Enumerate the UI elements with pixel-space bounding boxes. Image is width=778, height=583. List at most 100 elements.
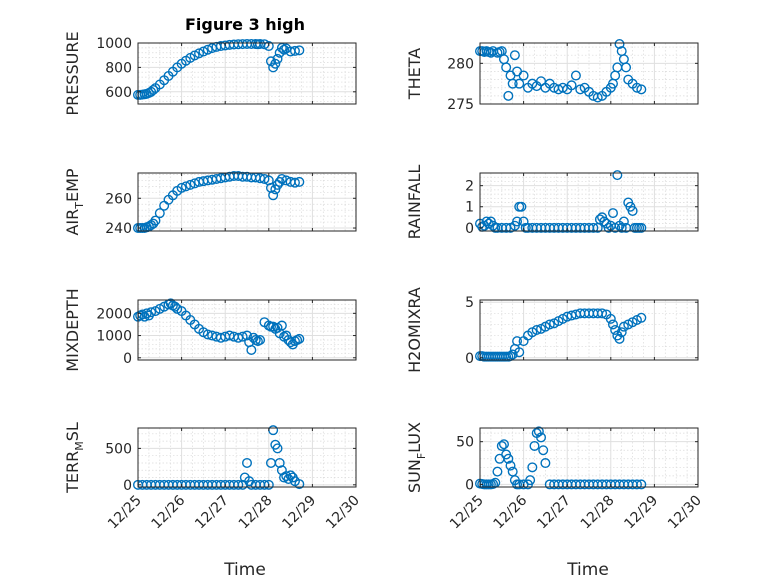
data-point-terr-msl xyxy=(272,443,283,454)
data-point-pressure xyxy=(272,53,283,64)
data-point-pressure xyxy=(294,45,305,56)
data-point-h2omixra xyxy=(616,327,627,338)
chart-title: Figure 3 high xyxy=(185,15,305,34)
data-point-rainfall xyxy=(603,222,614,233)
data-point-rainfall xyxy=(618,216,629,227)
y-tick-label: 2000 xyxy=(96,306,132,322)
data-point-pressure xyxy=(263,41,274,52)
data-point-h2omixra xyxy=(597,308,608,319)
data-point-theta xyxy=(503,90,514,101)
y-tick-label: 240 xyxy=(105,221,132,237)
data-point-sun-flux xyxy=(492,466,503,477)
y-tick-label: 600 xyxy=(105,85,132,101)
data-point-pressure xyxy=(198,46,209,57)
data-point-h2omixra xyxy=(544,319,555,330)
x-axis-label-left: Time xyxy=(223,560,266,580)
axes-background xyxy=(138,43,356,104)
data-point-pressure xyxy=(202,44,213,55)
data-point-theta xyxy=(509,50,520,61)
data-point-theta xyxy=(592,92,603,103)
y-tick-label: 260 xyxy=(105,191,132,207)
y-tick-label: 1 xyxy=(465,200,474,216)
y-tick-label: 0 xyxy=(123,351,132,367)
data-point-terr-msl xyxy=(281,471,292,482)
data-point-sun-flux xyxy=(488,479,499,490)
data-point-air-temp xyxy=(180,181,191,192)
data-point-mixdepth xyxy=(255,335,266,346)
y-axis-label: SUNFLUX xyxy=(405,422,428,493)
data-point-h2omixra xyxy=(636,312,647,323)
y-tick-label: 0 xyxy=(465,351,474,367)
data-point-sun-flux xyxy=(636,479,647,490)
data-point-theta xyxy=(631,82,642,93)
data-point-air-temp xyxy=(154,208,165,219)
data-point-theta xyxy=(507,78,518,89)
panel-rainfall: 0 1 2 RAINFALL xyxy=(405,165,699,240)
data-point-terr-msl xyxy=(294,479,305,490)
data-point-h2omixra xyxy=(514,347,525,358)
y-tick-label: 0 xyxy=(123,478,132,494)
data-point-pressure xyxy=(289,45,300,56)
y-tick-label: 500 xyxy=(105,441,132,457)
data-point-pressure xyxy=(276,42,287,53)
data-point-sun-flux xyxy=(527,462,538,473)
axes-frame xyxy=(137,427,357,488)
y-tick-label: 0 xyxy=(465,477,474,493)
data-point-mixdepth xyxy=(276,320,287,331)
x-axis-label-right: Time xyxy=(566,560,609,580)
data-point-rainfall xyxy=(616,222,627,233)
y-tick-label: 800 xyxy=(105,60,132,76)
panel-air-temp: 240 260 AIRTEMP xyxy=(63,168,357,237)
data-point-sun-flux xyxy=(498,439,509,450)
data-point-mixdepth xyxy=(294,333,305,344)
data-point-mixdepth xyxy=(146,307,157,318)
data-point-rainfall xyxy=(588,222,599,233)
data-point-sun-flux xyxy=(533,426,544,437)
y-axis-label: H2OMIXRA xyxy=(405,287,424,373)
y-tick-label: 2 xyxy=(465,179,474,195)
data-point-air-temp xyxy=(289,177,300,188)
y-axis-label: RAINFALL xyxy=(405,165,424,240)
data-point-air-temp xyxy=(259,173,270,184)
data-point-h2omixra xyxy=(610,325,621,336)
data-point-rainfall xyxy=(512,216,523,227)
panel-h2omixra: 0 5 H2OMIXRA xyxy=(405,287,699,373)
data-point-terr-msl xyxy=(274,457,285,468)
data-point-sun-flux xyxy=(529,440,540,451)
data-point-rainfall xyxy=(636,222,647,233)
data-point-h2omixra xyxy=(607,319,618,330)
y-tick-label: 0 xyxy=(465,221,474,237)
data-point-air-temp xyxy=(148,218,159,229)
data-point-theta xyxy=(570,70,581,81)
y-tick-label: 1000 xyxy=(96,329,132,345)
axes-frame xyxy=(137,299,357,361)
data-point-theta xyxy=(514,78,525,89)
data-point-sun-flux xyxy=(525,475,536,486)
data-point-h2omixra xyxy=(507,349,518,360)
data-point-air-temp xyxy=(294,176,305,187)
data-point-rainfall xyxy=(627,205,638,216)
data-point-air-temp xyxy=(276,173,287,184)
y-tick-label: 275 xyxy=(447,97,474,113)
panel-theta: 275 280 THETA xyxy=(405,39,699,113)
axes-frame xyxy=(479,427,699,488)
data-point-h2omixra xyxy=(605,313,616,324)
data-point-theta xyxy=(614,39,625,50)
y-tick-label: 50 xyxy=(456,435,474,451)
data-point-h2omixra xyxy=(614,333,625,344)
panel-mixdepth: 0 1000 2000 MIXDEPTH xyxy=(63,288,357,372)
data-point-pressure xyxy=(148,84,159,95)
data-point-terr-msl xyxy=(263,479,274,490)
data-point-air-temp xyxy=(150,215,161,226)
axes-frame xyxy=(137,42,357,105)
y-axis-label: THETA xyxy=(405,48,424,100)
data-point-air-temp xyxy=(176,182,187,193)
y-tick-label: 1000 xyxy=(96,36,132,52)
y-tick-label: 280 xyxy=(447,56,474,72)
data-point-mixdepth xyxy=(246,345,257,356)
panel-pressure: 600 800 1000 PRESSURE xyxy=(63,31,357,116)
data-point-sun-flux xyxy=(631,479,642,490)
data-point-theta xyxy=(557,82,568,93)
